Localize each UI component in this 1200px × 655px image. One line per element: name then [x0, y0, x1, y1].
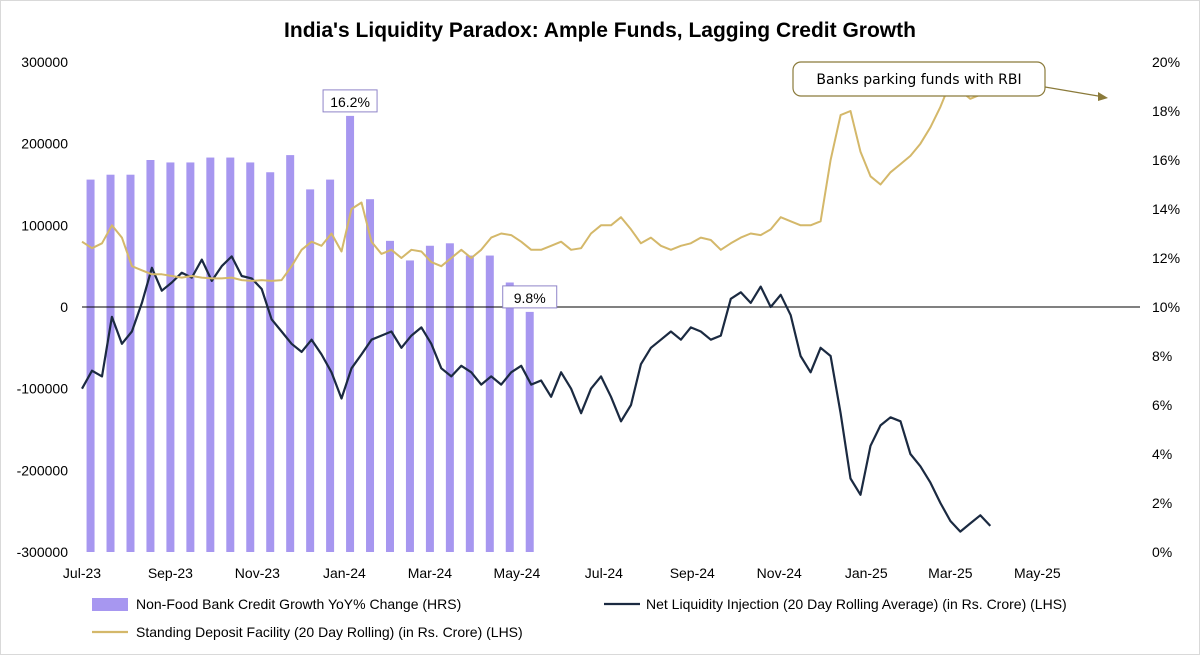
x-tick-label: May-25	[1014, 565, 1061, 581]
right-tick-label: 6%	[1152, 397, 1172, 413]
left-tick-label: -300000	[17, 544, 69, 560]
right-tick-label: 4%	[1152, 446, 1172, 462]
legend-item-sdf: Standing Deposit Facility (20 Day Rollin…	[92, 624, 523, 640]
legend-item-net-liquidity: Net Liquidity Injection (20 Day Rolling …	[604, 596, 1067, 612]
right-tick-label: 0%	[1152, 544, 1172, 560]
bar-value-labels: 16.2% 9.8%	[322, 89, 558, 309]
right-tick-label: 12%	[1152, 250, 1180, 266]
credit-growth-bar	[465, 255, 474, 553]
sdf-line	[81, 81, 981, 282]
credit-growth-bar	[246, 162, 255, 552]
credit-growth-bar	[186, 162, 195, 552]
net-liquidity-line	[81, 255, 992, 533]
annotation-callout: Banks parking funds with RBI	[792, 61, 1108, 101]
right-tick-label: 8%	[1152, 348, 1172, 364]
annotation-arrowhead	[1098, 92, 1108, 101]
credit-growth-bar	[126, 174, 135, 552]
left-tick-label: 200000	[21, 136, 68, 152]
legend-item-bar: Non-Food Bank Credit Growth YoY% Change …	[92, 596, 461, 612]
bar-label-text: 9.8%	[514, 290, 546, 306]
left-tick-label: 100000	[21, 217, 68, 233]
bar-label-text: 16.2%	[330, 94, 370, 110]
credit-growth-bar	[226, 157, 235, 553]
left-tick-label: 0	[60, 299, 68, 315]
legend-label-bar: Non-Food Bank Credit Growth YoY% Change …	[136, 596, 461, 612]
credit-growth-bar	[405, 260, 414, 552]
credit-growth-bar	[445, 243, 454, 553]
left-axis-ticks: 300000 200000 100000 0 -100000 -200000 -300000	[17, 54, 69, 560]
credit-growth-bar	[525, 311, 534, 552]
annotation-arrow	[1044, 86, 1105, 98]
credit-growth-bar	[86, 179, 95, 552]
credit-growth-bar	[485, 255, 494, 553]
bar-label-box	[322, 89, 378, 113]
credit-growth-bar	[505, 282, 514, 552]
x-tick-label: Jul-23	[63, 565, 101, 581]
credit-growth-bar	[286, 155, 295, 552]
bar-label-box	[502, 285, 558, 309]
right-tick-label: 16%	[1152, 152, 1180, 168]
right-axis-ticks: 20% 18% 16% 14% 12% 10% 8% 6% 4% 2% 0%	[1152, 54, 1180, 560]
x-tick-label: Sep-24	[670, 565, 715, 581]
x-tick-label: Sep-23	[148, 565, 193, 581]
x-tick-label: Mar-25	[928, 565, 973, 581]
bar-series	[86, 115, 534, 553]
legend-label-sdf: Standing Deposit Facility (20 Day Rollin…	[136, 624, 523, 640]
right-tick-label: 10%	[1152, 299, 1180, 315]
x-tick-label: Mar-24	[408, 565, 453, 581]
credit-growth-bar	[306, 189, 315, 552]
credit-growth-bar	[326, 179, 335, 552]
legend: Non-Food Bank Credit Growth YoY% Change …	[92, 596, 1067, 640]
right-tick-label: 18%	[1152, 103, 1180, 119]
x-tick-label: Jul-24	[585, 565, 623, 581]
x-tick-label: Nov-23	[235, 565, 280, 581]
x-tick-label: Jan-24	[323, 565, 366, 581]
credit-growth-bar	[266, 172, 275, 552]
x-tick-label: Nov-24	[757, 565, 802, 581]
line-series	[81, 81, 992, 533]
left-tick-label: -200000	[17, 462, 69, 478]
annotation-box	[792, 61, 1046, 97]
credit-growth-bar	[346, 115, 355, 553]
chart-title: India's Liquidity Paradox: Ample Funds, …	[284, 19, 916, 42]
credit-growth-bar	[425, 245, 434, 552]
annotation-text: Banks parking funds with RBI	[816, 72, 1021, 88]
left-tick-label: 300000	[21, 54, 68, 70]
x-axis-ticks: Jul-23 Sep-23 Nov-23 Jan-24 Mar-24 May-24 Jul-…	[63, 565, 1061, 581]
legend-swatch-bar	[92, 598, 128, 611]
right-tick-label: 14%	[1152, 201, 1180, 217]
left-tick-label: -100000	[17, 381, 69, 397]
credit-growth-bar	[106, 174, 115, 552]
credit-growth-bar	[385, 240, 394, 552]
right-tick-label: 2%	[1152, 495, 1172, 511]
right-tick-label: 20%	[1152, 54, 1180, 70]
x-tick-label: Jan-25	[845, 565, 888, 581]
credit-growth-bar	[366, 199, 375, 552]
credit-growth-bar	[206, 157, 215, 553]
credit-growth-bar	[166, 162, 175, 552]
credit-growth-bar	[146, 160, 155, 552]
legend-label-net-liquidity: Net Liquidity Injection (20 Day Rolling …	[646, 596, 1067, 612]
x-tick-label: May-24	[494, 565, 541, 581]
